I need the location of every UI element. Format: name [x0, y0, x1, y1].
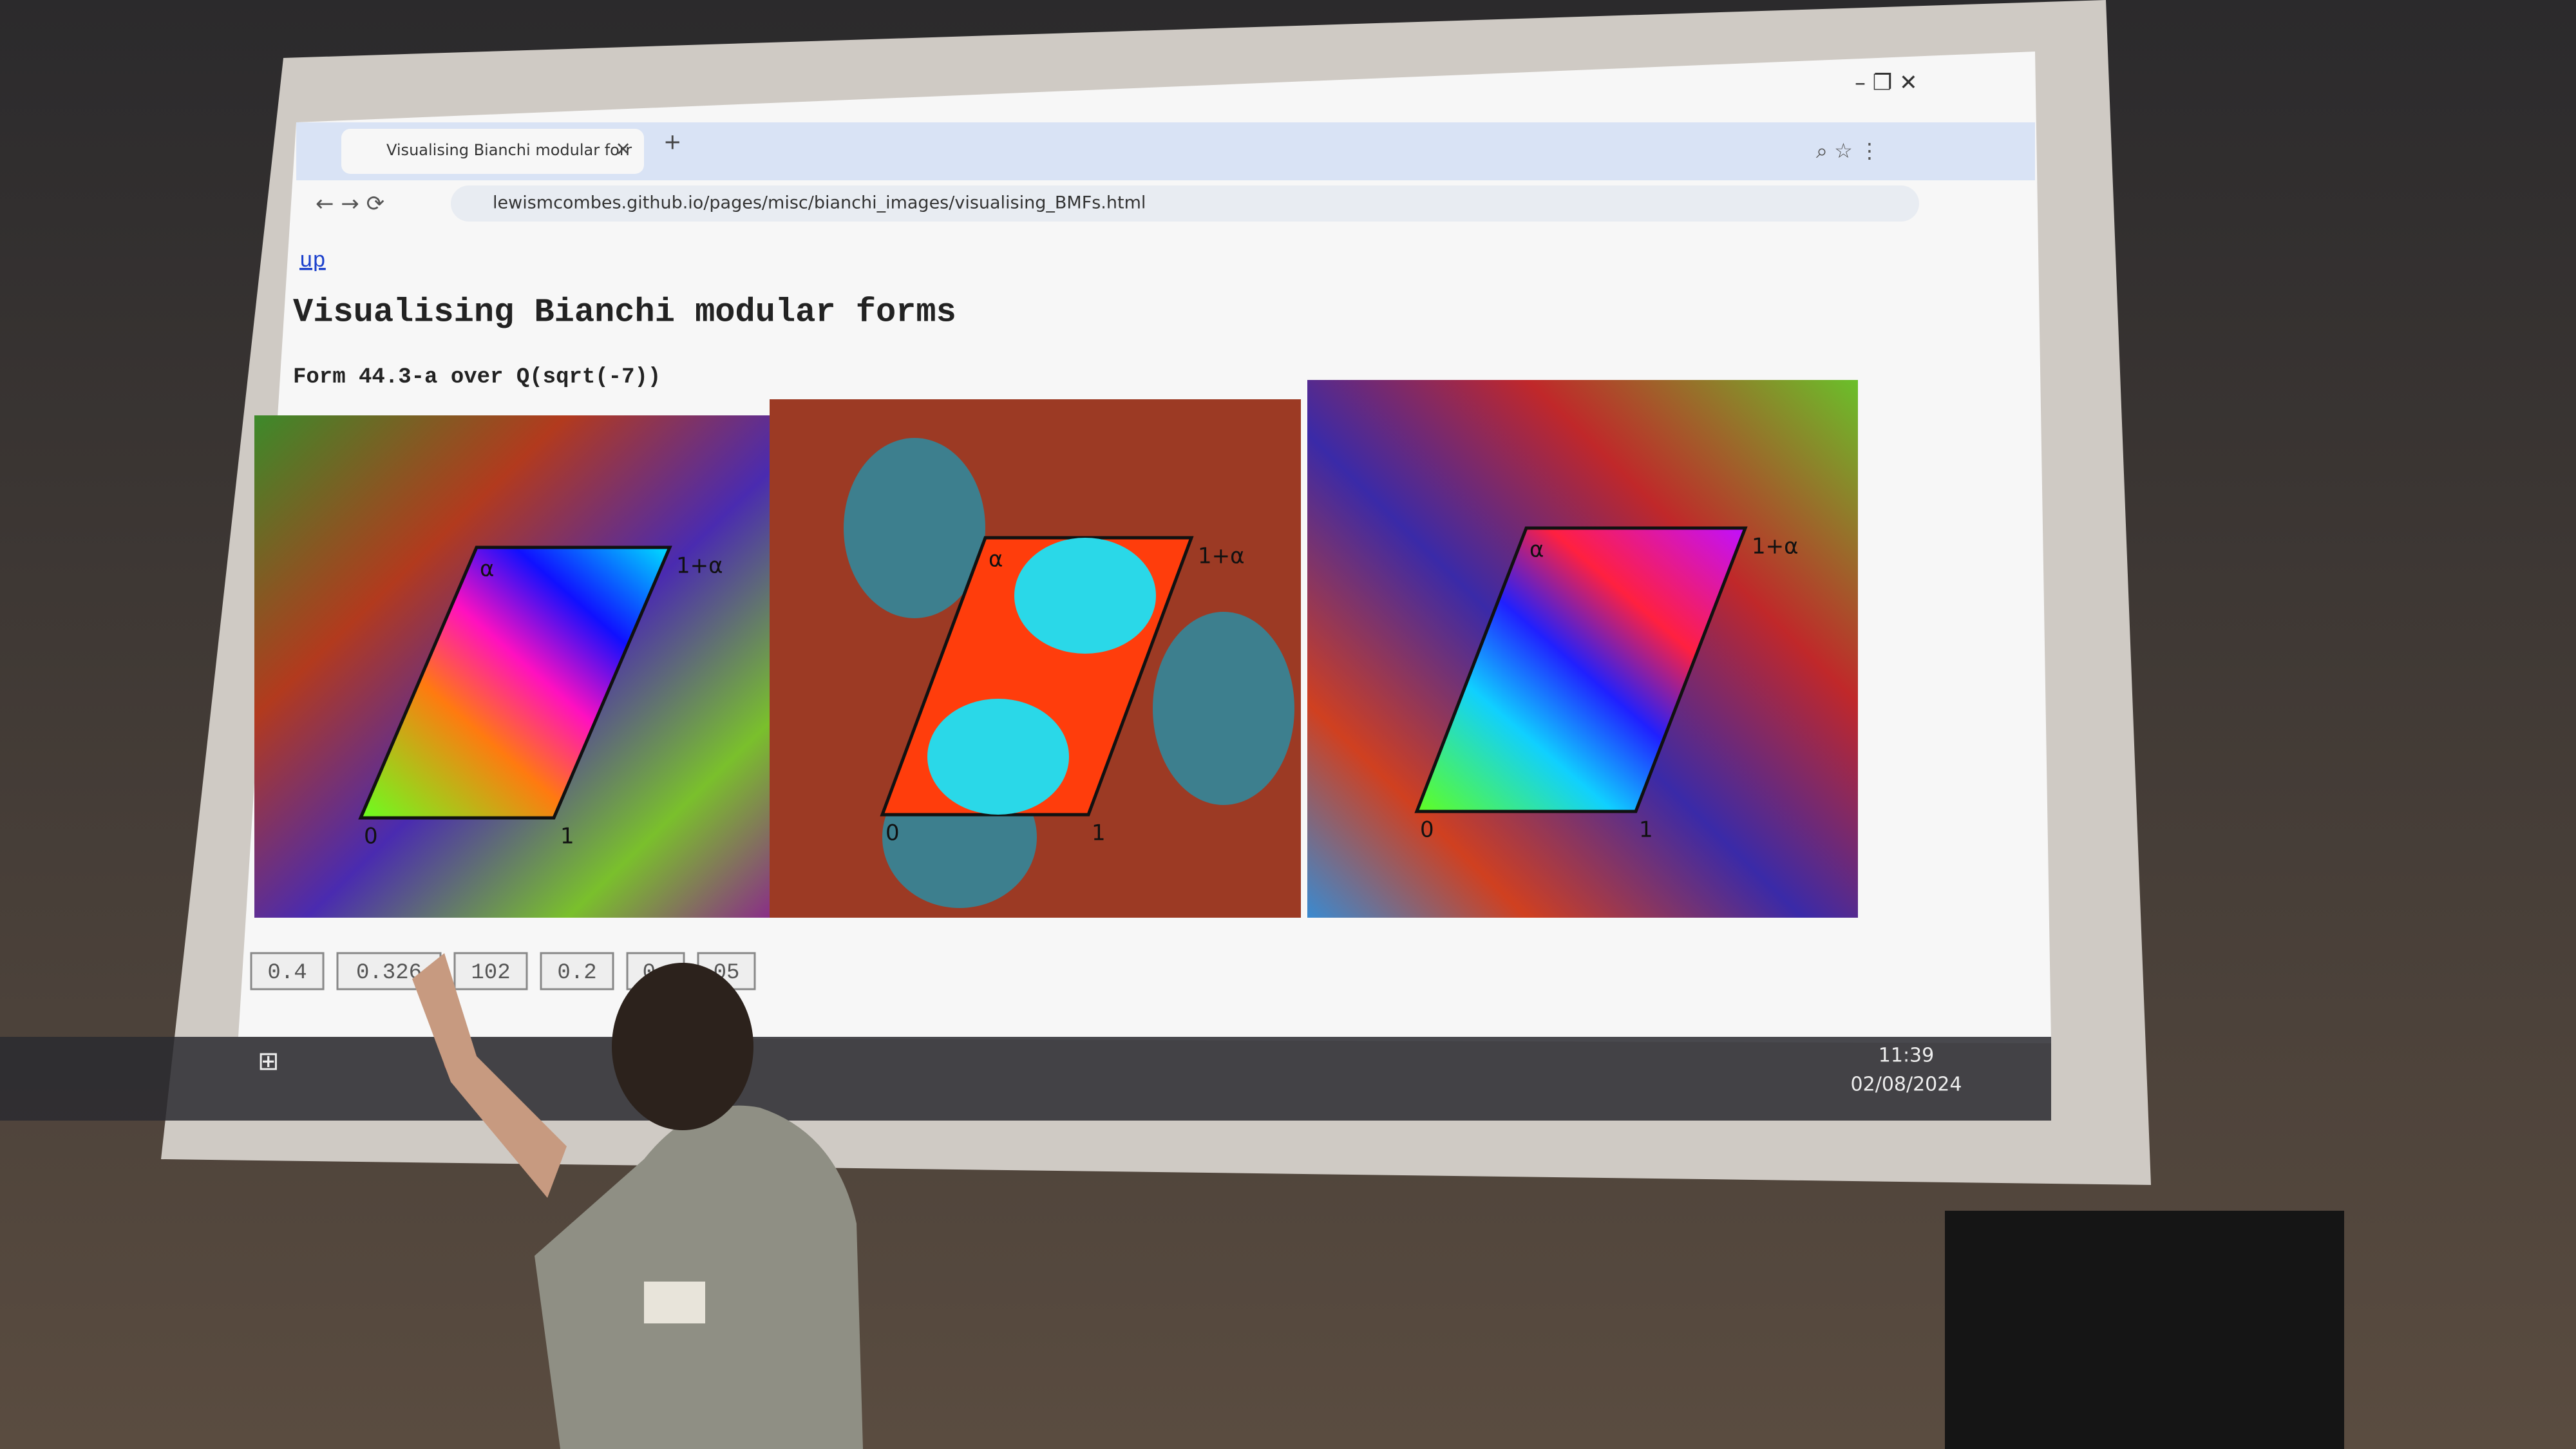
value-box-label[interactable]: 0.2: [557, 961, 596, 985]
window-controls[interactable]: – ❐ ✕: [1855, 70, 1918, 96]
corner-label: α: [1530, 537, 1544, 563]
corner-label: 1: [560, 824, 574, 849]
clock-time[interactable]: 11:39: [1879, 1045, 1934, 1067]
corner-label: 0: [886, 820, 900, 846]
fundamental-domain: [1414, 526, 1748, 813]
corner-label: 1+α: [676, 553, 723, 579]
start-button[interactable]: ⊞: [258, 1046, 279, 1076]
corner-label: 1+α: [1752, 534, 1799, 560]
up-link[interactable]: up: [299, 249, 326, 274]
corner-label: 0: [364, 824, 378, 849]
fundamental-domain: [358, 545, 672, 820]
page-title: Visualising Bianchi modular forms: [293, 294, 956, 332]
blob: [927, 699, 1069, 815]
url[interactable]: lewismcombes.github.io/pages/misc/bianch…: [493, 193, 1146, 213]
speaker-body: [535, 1105, 863, 1449]
corner-label: α: [989, 547, 1003, 573]
toolbar-icons[interactable]: ⌕ ☆ ⋮: [1816, 138, 1880, 163]
tab-close[interactable]: ×: [615, 138, 631, 160]
name-badge: [644, 1282, 705, 1323]
corner-label: 0: [1420, 817, 1434, 843]
value-box-label[interactable]: 0.4: [267, 961, 307, 985]
corner-label: 1+α: [1198, 544, 1245, 569]
corner-label: 1: [1639, 817, 1653, 843]
taskbar: [0, 1037, 2051, 1121]
lectern: [1945, 1211, 2344, 1449]
value-box[interactable]: [540, 952, 614, 990]
value-box[interactable]: [250, 952, 325, 990]
new-tab[interactable]: +: [663, 129, 682, 155]
value-box-label[interactable]: 0.326: [356, 961, 422, 985]
value-box[interactable]: [453, 952, 528, 990]
blob: [844, 438, 985, 618]
corner-label: α: [480, 556, 494, 582]
image-row: [254, 380, 1858, 918]
blob: [1014, 538, 1156, 654]
form-subtitle: Form 44.3-a over Q(sqrt(-7)): [293, 365, 661, 390]
corner-label: 1: [1092, 820, 1106, 846]
speaker-head: [612, 963, 753, 1130]
blob: [1153, 612, 1294, 805]
clock-date[interactable]: 02/08/2024: [1851, 1074, 1962, 1096]
tab[interactable]: [341, 129, 644, 174]
value-box-label[interactable]: 102: [471, 961, 510, 985]
nav-buttons[interactable]: ← → ⟳: [316, 191, 384, 217]
address-bar[interactable]: [451, 185, 1919, 222]
tab-title[interactable]: Visualising Bianchi modular forr: [386, 141, 632, 159]
speaker-arm: [412, 953, 567, 1198]
